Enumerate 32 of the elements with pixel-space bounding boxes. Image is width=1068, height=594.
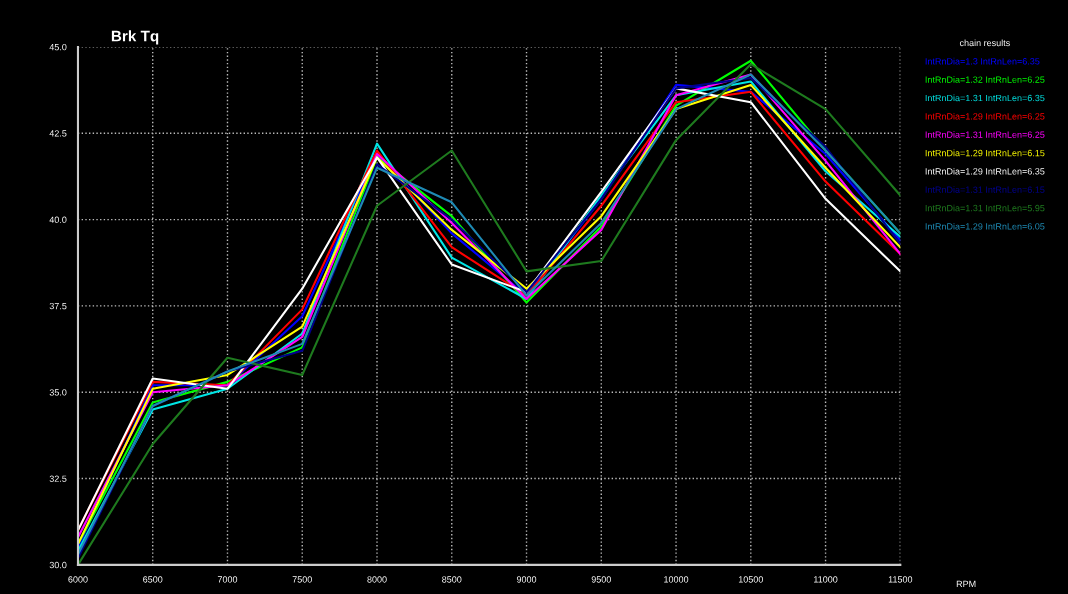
y-tick-label: 35.0	[49, 389, 67, 396]
text: IntRnDia=1.31 IntRnLen=6.35	[925, 94, 1045, 102]
y-tick-label: 30.0	[49, 561, 67, 569]
y-tick-label: 42.5	[49, 130, 67, 137]
x-tick-label: 9500	[591, 576, 611, 583]
text: IntRnDia=1.29 IntRnLen=6.15	[925, 149, 1045, 157]
legend-title: chain results	[959, 39, 1010, 47]
x-tick-label: 6500	[143, 576, 163, 583]
y-tick-label: 37.5	[49, 302, 67, 310]
y-tick-label: 32.5	[49, 475, 67, 482]
chart-title: Brk Tq	[111, 30, 159, 45]
y-tick-label: 40.0	[49, 216, 67, 223]
text: IntRnDia=1.3 IntRnLen=6.35	[925, 57, 1040, 65]
text: IntRnDia=1.29 IntRnLen=6.05	[925, 222, 1045, 230]
x-tick-label: 7500	[292, 576, 312, 583]
x-tick-label: 7000	[217, 576, 238, 583]
x-axis-title: RPM	[956, 580, 976, 587]
x-tick-label: 11500	[888, 576, 913, 583]
y-tick-label: 45.0	[49, 43, 67, 51]
text: IntRnDia=1.29 IntRnLen=6.35	[925, 167, 1045, 175]
text: IntRnDia=1.31 IntRnLen=6.15	[925, 186, 1045, 193]
x-tick-label: 10500	[738, 576, 763, 583]
text: IntRnDia=1.32 IntRnLen=6.25	[925, 76, 1045, 83]
x-tick-label: 8500	[442, 576, 462, 583]
x-tick-label: 6000	[68, 576, 88, 583]
x-tick-label: 11000	[814, 576, 838, 583]
text: IntRnDia=1.31 IntRnLen=5.95	[925, 204, 1045, 212]
x-tick-label: 9000	[516, 576, 537, 583]
text: IntRnDia=1.31 IntRnLen=6.25	[925, 131, 1045, 138]
text: IntRnDia=1.29 IntRnLen=6.25	[925, 112, 1045, 120]
x-tick-label: 10000	[664, 576, 689, 583]
x-tick-label: 8000	[367, 576, 387, 583]
